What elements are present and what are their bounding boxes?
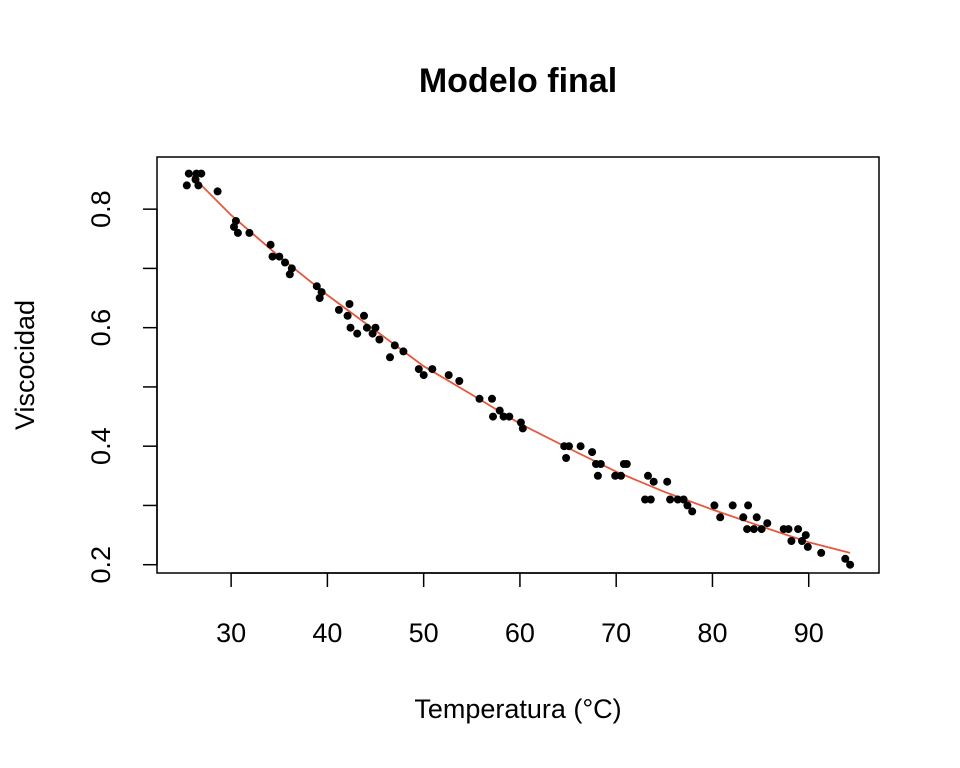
data-point xyxy=(683,501,692,510)
data-point xyxy=(801,531,810,540)
fit-line xyxy=(186,169,851,554)
data-point xyxy=(622,460,631,468)
data-point xyxy=(371,323,380,332)
data-point xyxy=(794,525,803,534)
data-point xyxy=(495,406,504,415)
data-point xyxy=(617,471,625,480)
data-point xyxy=(475,394,484,403)
data-point xyxy=(213,187,222,196)
data-point xyxy=(663,477,672,486)
data-point xyxy=(803,542,812,551)
data-point xyxy=(673,495,682,504)
data-point xyxy=(275,252,284,261)
data-point xyxy=(360,311,368,320)
data-point xyxy=(343,311,352,320)
chart-title: Modelo final xyxy=(419,62,617,100)
data-point xyxy=(182,181,191,190)
data-point xyxy=(489,412,497,421)
x-tick-label: 90 xyxy=(794,618,824,648)
data-point xyxy=(565,442,573,451)
data-point xyxy=(194,181,203,190)
data-point xyxy=(312,282,321,291)
data-point xyxy=(345,300,354,308)
data-point xyxy=(593,471,602,480)
data-point xyxy=(784,525,793,534)
data-point xyxy=(679,495,688,504)
x-tick-label: 40 xyxy=(312,618,342,648)
x-axis-label: Temperatura (°C) xyxy=(414,694,621,724)
data-point xyxy=(716,513,725,522)
y-tick-label: 0.6 xyxy=(86,309,116,347)
data-point xyxy=(353,329,362,338)
data-point xyxy=(362,323,371,332)
data-point xyxy=(518,424,527,433)
data-point xyxy=(562,454,571,462)
x-tick-label: 80 xyxy=(697,618,727,648)
data-point xyxy=(488,394,496,403)
y-tick-label: 0.8 xyxy=(86,190,116,228)
x-axis: 30 40 50 60 70 80 90 xyxy=(216,572,824,648)
data-point xyxy=(184,169,193,178)
data-point xyxy=(233,228,242,237)
data-point xyxy=(428,365,437,374)
data-point xyxy=(817,548,826,557)
data-point xyxy=(499,412,508,421)
x-tick-label: 30 xyxy=(216,618,246,648)
x-tick-label: 50 xyxy=(409,618,439,648)
data-point xyxy=(743,525,752,534)
data-point xyxy=(739,513,748,522)
data-point xyxy=(505,412,514,421)
data-point xyxy=(576,442,585,451)
data-point xyxy=(368,329,377,338)
data-point xyxy=(245,228,254,237)
data-point xyxy=(596,460,605,468)
data-point xyxy=(414,365,423,374)
y-axis-label: Viscocidad xyxy=(10,300,40,430)
data-point xyxy=(419,371,428,380)
data-point xyxy=(386,353,394,362)
data-point xyxy=(798,537,806,545)
x-tick-label: 60 xyxy=(505,618,535,648)
data-point xyxy=(197,169,206,178)
data-point xyxy=(287,264,296,273)
data-point xyxy=(191,175,200,184)
data-point xyxy=(688,507,697,516)
data-point xyxy=(444,371,453,380)
data-point xyxy=(375,335,384,344)
data-point xyxy=(231,217,240,225)
data-point xyxy=(346,323,355,332)
data-point xyxy=(649,477,658,486)
data-point xyxy=(399,347,408,356)
data-point xyxy=(455,377,464,385)
y-tick-label: 0.4 xyxy=(86,427,116,465)
data-point xyxy=(334,305,343,314)
data-point xyxy=(787,537,796,545)
data-point xyxy=(749,525,758,534)
data-point xyxy=(846,560,855,569)
data-point xyxy=(266,240,275,249)
data-point xyxy=(666,495,675,504)
y-tick-label: 0.2 xyxy=(86,546,116,584)
data-point xyxy=(268,252,277,261)
data-point xyxy=(757,525,766,534)
data-point xyxy=(588,448,597,457)
y-axis: 0.2 0.4 0.6 0.8 xyxy=(86,190,158,584)
data-point xyxy=(641,495,650,504)
data-point xyxy=(281,258,289,267)
data-point xyxy=(710,501,719,510)
data-point xyxy=(390,341,399,350)
data-point xyxy=(728,501,737,510)
data-point xyxy=(644,471,652,480)
data-point xyxy=(646,495,655,504)
data-point xyxy=(744,501,753,510)
x-tick-label: 70 xyxy=(601,618,631,648)
data-point xyxy=(611,471,620,480)
data-points xyxy=(182,169,855,569)
data-point xyxy=(752,513,761,522)
data-point xyxy=(763,519,772,528)
data-point xyxy=(841,554,850,563)
plot-area-frame xyxy=(156,156,880,574)
data-point xyxy=(317,288,326,297)
